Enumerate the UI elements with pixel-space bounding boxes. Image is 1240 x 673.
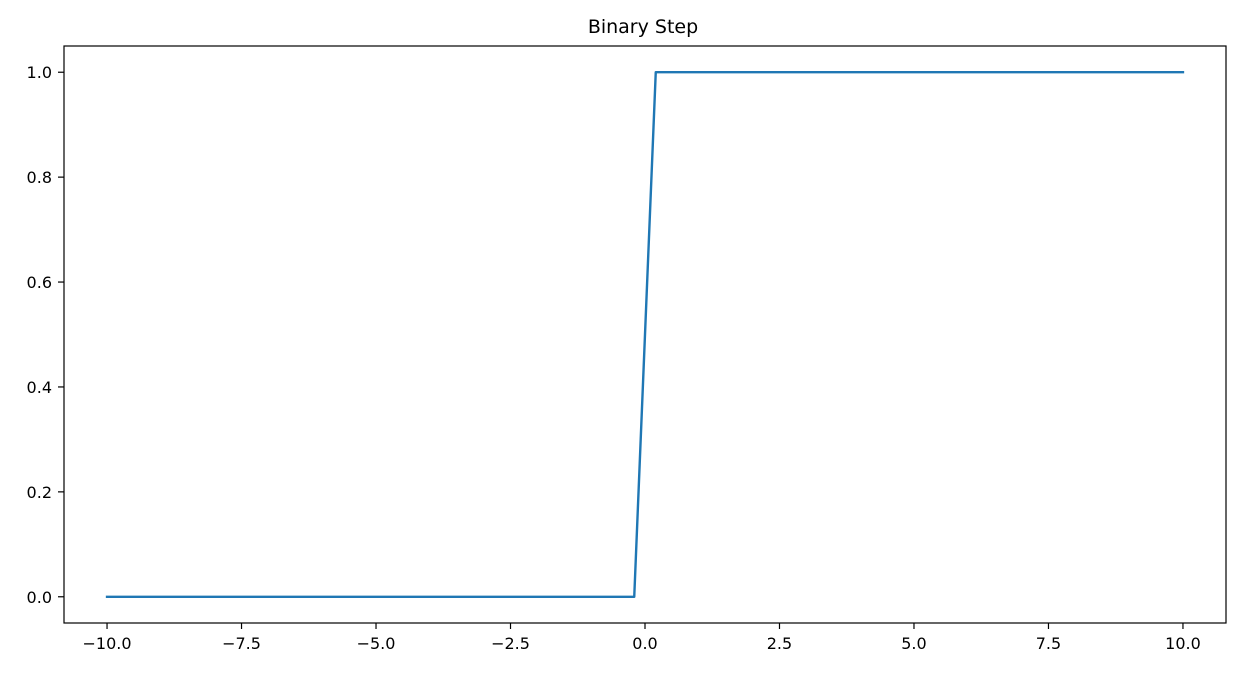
y-tick-label: 1.0 (27, 63, 52, 82)
x-tick-label: −10.0 (83, 634, 132, 653)
series-line-0 (105, 71, 1185, 598)
y-tick-label: 0.0 (27, 588, 52, 607)
plot-frame (63, 45, 1227, 624)
y-tick-label: 0.4 (27, 378, 52, 397)
chart-title: Binary Step (588, 16, 698, 38)
x-tick-label: 5.0 (901, 634, 926, 653)
y-tick-label: 0.2 (27, 483, 52, 502)
y-tick-label: 0.8 (27, 168, 52, 187)
y-tick-label: 0.6 (27, 273, 52, 292)
y-axis-ticks: 0.0 0.2 0.4 0.6 0.8 1.0 (27, 63, 64, 607)
x-tick-label: 0.0 (632, 634, 657, 653)
x-tick-label: −7.5 (222, 634, 261, 653)
x-tick-label: −2.5 (491, 634, 530, 653)
x-tick-label: 10.0 (1165, 634, 1201, 653)
series-layer (105, 71, 1185, 598)
x-axis-ticks: −10.0 −7.5 −5.0 −2.5 0.0 2.5 5.0 7.5 10.0 (83, 623, 1201, 653)
x-tick-label: 7.5 (1036, 634, 1061, 653)
x-tick-label: 2.5 (767, 634, 792, 653)
x-tick-label: −5.0 (357, 634, 396, 653)
